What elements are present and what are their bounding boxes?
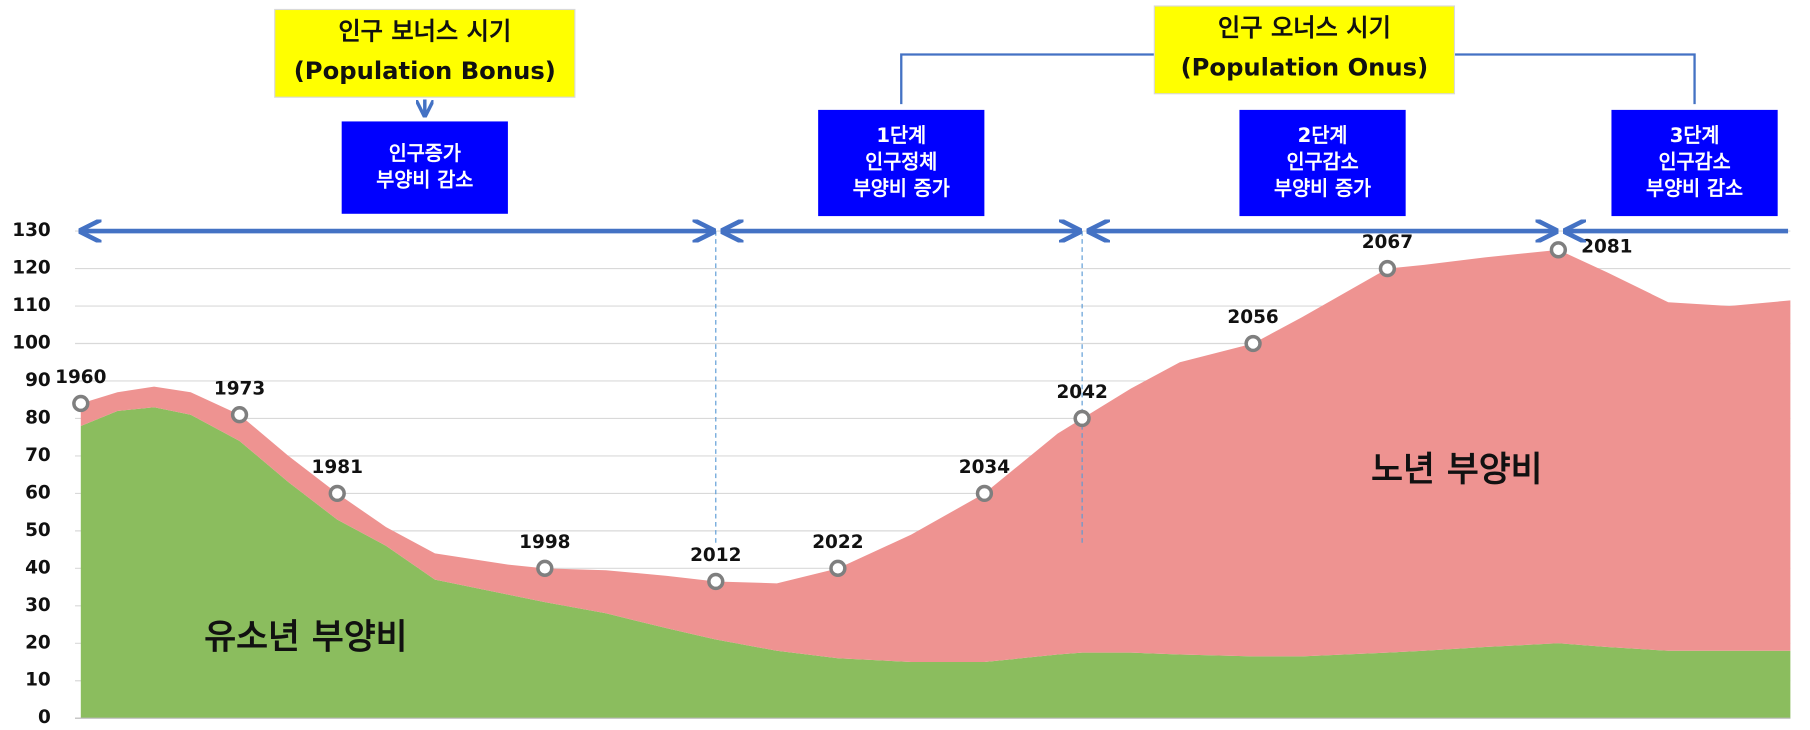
marker-label: 2022 <box>812 532 863 553</box>
phase-label: 인구증가 <box>389 142 461 165</box>
marker <box>328 484 346 503</box>
marker <box>1549 241 1568 259</box>
y-tick-label: 40 <box>25 557 51 578</box>
marker-label: 1960 <box>55 367 106 388</box>
marker <box>707 572 725 591</box>
phase-box <box>341 121 508 214</box>
legend-label: 유소년 부양비 <box>204 618 407 658</box>
phase-label: 부양비 감소 <box>376 168 473 191</box>
marker-label: 2034 <box>959 457 1010 478</box>
area <box>80 249 1791 663</box>
period-label: 인구 보너스 시기 <box>338 17 511 46</box>
y-tick-label: 70 <box>25 445 51 466</box>
y-tick-label: 90 <box>25 370 51 391</box>
marker-label: 1973 <box>214 378 265 399</box>
marker-label: 1998 <box>519 532 570 553</box>
phase-label: 부양비 감소 <box>1646 177 1743 200</box>
marker-label: 2056 <box>1227 307 1278 328</box>
bracket <box>900 53 1696 105</box>
y-tick-label: 50 <box>25 520 51 541</box>
phase-label: 인구감소 <box>1658 150 1730 173</box>
y-tick-label: 20 <box>25 632 51 653</box>
marker-label: 2012 <box>690 545 741 566</box>
phase-label: 부양비 증가 <box>1274 177 1371 200</box>
marker <box>829 559 847 577</box>
period-label: 인구 오너스 시기 <box>1218 13 1391 42</box>
y-tick-label: 130 <box>12 220 51 241</box>
marker <box>975 484 994 503</box>
phase-label: 2단계 <box>1298 124 1348 147</box>
y-tick-label: 120 <box>12 258 51 279</box>
y-tick-label: 60 <box>25 482 51 503</box>
phase-label: 1단계 <box>876 124 926 147</box>
y-tick-label: 30 <box>25 595 51 616</box>
phase-label: 인구정체 <box>865 150 937 173</box>
y-tick-label: 0 <box>38 707 51 728</box>
marker <box>1378 259 1397 278</box>
period-box <box>1153 5 1456 95</box>
y-tick-label: 10 <box>25 670 51 691</box>
phase-label: 3단계 <box>1670 124 1720 147</box>
phase-label: 부양비 증가 <box>853 177 950 200</box>
legend-label: 노년 부양비 <box>1371 450 1542 490</box>
marker-label: 2067 <box>1362 232 1413 253</box>
area <box>80 407 1791 719</box>
phase-box <box>1239 109 1406 217</box>
y-tick-label: 110 <box>12 295 51 316</box>
y-tick-label: 100 <box>12 333 51 354</box>
marker <box>72 394 90 413</box>
marker <box>1244 334 1262 353</box>
period-label: (Population Bonus) <box>294 56 556 85</box>
marker <box>1073 409 1091 428</box>
marker-label: 1981 <box>312 457 363 478</box>
period-box <box>274 8 576 98</box>
period-label: (Population Onus) <box>1181 52 1429 81</box>
marker <box>230 406 249 424</box>
marker <box>536 559 554 577</box>
phase-label: 인구감소 <box>1286 150 1358 173</box>
phase-box <box>1611 109 1778 217</box>
marker-label: 2042 <box>1056 382 1107 403</box>
y-tick-label: 80 <box>25 407 51 428</box>
marker-label: 2081 <box>1581 237 1632 258</box>
phase-box <box>818 109 985 217</box>
